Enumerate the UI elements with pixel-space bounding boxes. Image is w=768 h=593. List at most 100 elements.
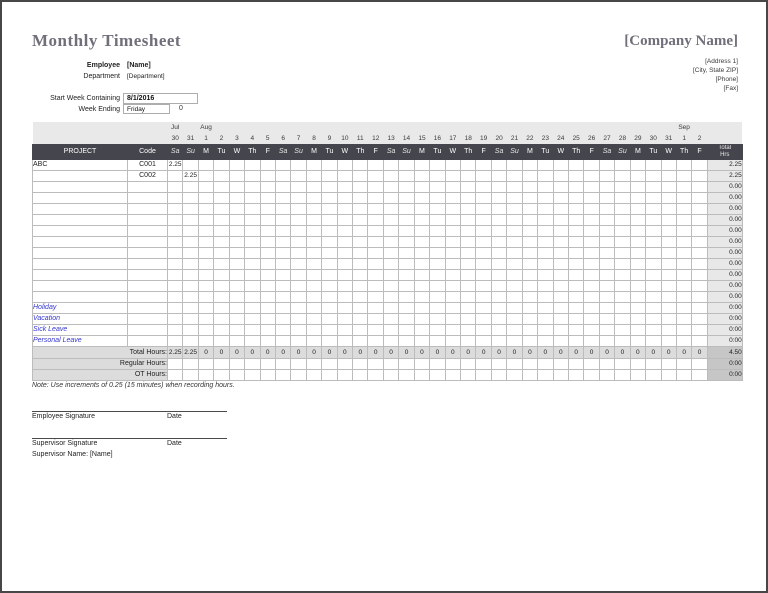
hour-cell[interactable]	[305, 158, 323, 171]
hour-cell[interactable]	[166, 213, 184, 226]
hour-cell[interactable]	[691, 279, 708, 292]
hour-cell[interactable]	[506, 290, 523, 303]
hour-cell[interactable]	[475, 180, 492, 193]
hour-cell[interactable]	[166, 268, 184, 281]
hour-cell[interactable]	[244, 246, 261, 259]
hour-cell[interactable]	[645, 257, 662, 270]
hour-cell[interactable]	[429, 268, 446, 281]
hour-cell[interactable]	[660, 257, 677, 270]
hour-cell[interactable]	[537, 235, 554, 248]
hour-cell[interactable]	[413, 279, 431, 292]
hour-cell[interactable]	[228, 312, 246, 325]
hour-cell[interactable]	[321, 312, 338, 325]
hour-cell[interactable]	[444, 268, 462, 281]
hour-cell[interactable]	[213, 213, 230, 226]
hour-cell[interactable]	[398, 235, 415, 248]
regular-hours-cell[interactable]	[197, 357, 215, 370]
ot-hours-cell[interactable]	[305, 368, 323, 381]
hour-cell[interactable]	[398, 213, 415, 226]
hour-cell[interactable]	[182, 224, 199, 237]
regular-hours-cell[interactable]	[259, 357, 276, 370]
hour-cell[interactable]	[166, 290, 184, 303]
hour-cell[interactable]	[537, 158, 554, 171]
hour-cell[interactable]	[213, 246, 230, 259]
hour-cell[interactable]	[305, 279, 323, 292]
hour-cell[interactable]	[228, 268, 246, 281]
hour-cell[interactable]	[259, 290, 276, 303]
hour-cell[interactable]	[537, 191, 554, 204]
hour-cell[interactable]	[429, 180, 446, 193]
hour-cell[interactable]	[290, 301, 307, 314]
hour-cell[interactable]	[413, 202, 431, 215]
project-cell[interactable]	[32, 235, 128, 248]
hour-cell[interactable]	[567, 246, 585, 259]
hour-cell[interactable]	[583, 180, 600, 193]
hour-cell[interactable]	[228, 290, 246, 303]
code-cell[interactable]	[127, 246, 168, 259]
hour-cell[interactable]	[629, 169, 647, 182]
hour-cell[interactable]	[274, 290, 292, 303]
hour-cell[interactable]	[305, 334, 323, 347]
hour-cell[interactable]	[182, 268, 199, 281]
hour-cell[interactable]	[336, 235, 354, 248]
hour-cell[interactable]	[274, 257, 292, 270]
hour-cell[interactable]	[660, 290, 677, 303]
hour-cell[interactable]	[367, 191, 384, 204]
hour-cell[interactable]	[675, 312, 693, 325]
hour-cell[interactable]	[629, 235, 647, 248]
hour-cell[interactable]	[475, 224, 492, 237]
hour-cell[interactable]	[521, 279, 539, 292]
regular-hours-cell[interactable]	[290, 357, 307, 370]
hour-cell[interactable]	[521, 169, 539, 182]
hour-cell[interactable]	[197, 235, 215, 248]
hour-cell[interactable]	[305, 312, 323, 325]
regular-hours-cell[interactable]	[382, 357, 400, 370]
hour-cell[interactable]	[290, 279, 307, 292]
project-cell[interactable]	[32, 224, 128, 237]
hour-cell[interactable]	[182, 290, 199, 303]
code-cell[interactable]	[127, 301, 168, 314]
hour-cell[interactable]	[521, 191, 539, 204]
regular-hours-cell[interactable]	[413, 357, 431, 370]
hour-cell[interactable]	[429, 213, 446, 226]
hour-cell[interactable]	[645, 268, 662, 281]
hour-cell[interactable]	[521, 301, 539, 314]
hour-cell[interactable]	[521, 213, 539, 226]
hour-cell[interactable]	[444, 301, 462, 314]
hour-cell[interactable]	[629, 180, 647, 193]
project-cell[interactable]	[32, 213, 128, 226]
hour-cell[interactable]	[583, 235, 600, 248]
code-cell[interactable]	[127, 191, 168, 204]
hour-cell[interactable]	[552, 257, 569, 270]
hour-cell[interactable]	[552, 301, 569, 314]
hour-cell[interactable]	[490, 312, 508, 325]
hour-cell[interactable]	[213, 257, 230, 270]
hour-cell[interactable]	[675, 279, 693, 292]
hour-cell[interactable]	[460, 290, 477, 303]
ot-hours-cell[interactable]	[166, 368, 184, 381]
hour-cell[interactable]	[305, 169, 323, 182]
ot-hours-cell[interactable]	[675, 368, 693, 381]
hour-cell[interactable]	[614, 246, 631, 259]
hour-cell[interactable]	[305, 323, 323, 336]
ot-hours-cell[interactable]	[614, 368, 631, 381]
hour-cell[interactable]	[382, 169, 400, 182]
regular-hours-cell[interactable]	[274, 357, 292, 370]
ot-hours-cell[interactable]	[552, 368, 569, 381]
hour-cell[interactable]	[398, 257, 415, 270]
hour-cell[interactable]	[382, 290, 400, 303]
hour-cell[interactable]	[259, 301, 276, 314]
hour-cell[interactable]	[398, 202, 415, 215]
ot-hours-cell[interactable]	[336, 368, 354, 381]
hour-cell[interactable]	[691, 180, 708, 193]
hour-cell[interactable]	[213, 334, 230, 347]
hour-cell[interactable]	[490, 191, 508, 204]
hour-cell[interactable]	[660, 334, 677, 347]
regular-hours-cell[interactable]	[645, 357, 662, 370]
hour-cell[interactable]	[259, 180, 276, 193]
hour-cell[interactable]	[675, 301, 693, 314]
hour-cell[interactable]	[398, 290, 415, 303]
hour-cell[interactable]	[413, 158, 431, 171]
hour-cell[interactable]	[614, 312, 631, 325]
hour-cell[interactable]	[259, 224, 276, 237]
